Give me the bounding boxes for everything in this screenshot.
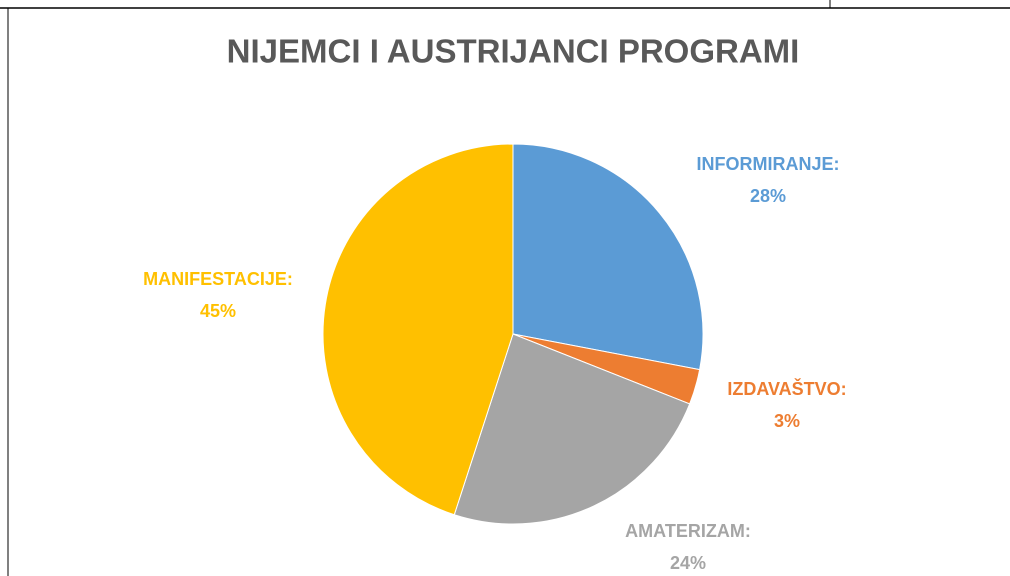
pie-slice	[512, 143, 704, 371]
slice-category-label: INFORMIRANJE:	[697, 154, 840, 174]
pie-slice	[453, 333, 691, 525]
slice-category-label: AMATERIZAM:	[625, 521, 751, 541]
slice-value-label: 24%	[670, 553, 706, 573]
chart-title: NIJEMCI I AUSTRIJANCI PROGRAMI	[227, 33, 800, 70]
slice-category-label: MANIFESTACIJE:	[143, 269, 293, 289]
slice-value-label: 3%	[774, 411, 800, 431]
pie-slice	[322, 143, 514, 516]
slice-value-label: 28%	[750, 186, 786, 206]
slice-value-label: 45%	[200, 301, 236, 321]
slice-category-label: IZDAVAŠTVO:	[727, 378, 846, 399]
